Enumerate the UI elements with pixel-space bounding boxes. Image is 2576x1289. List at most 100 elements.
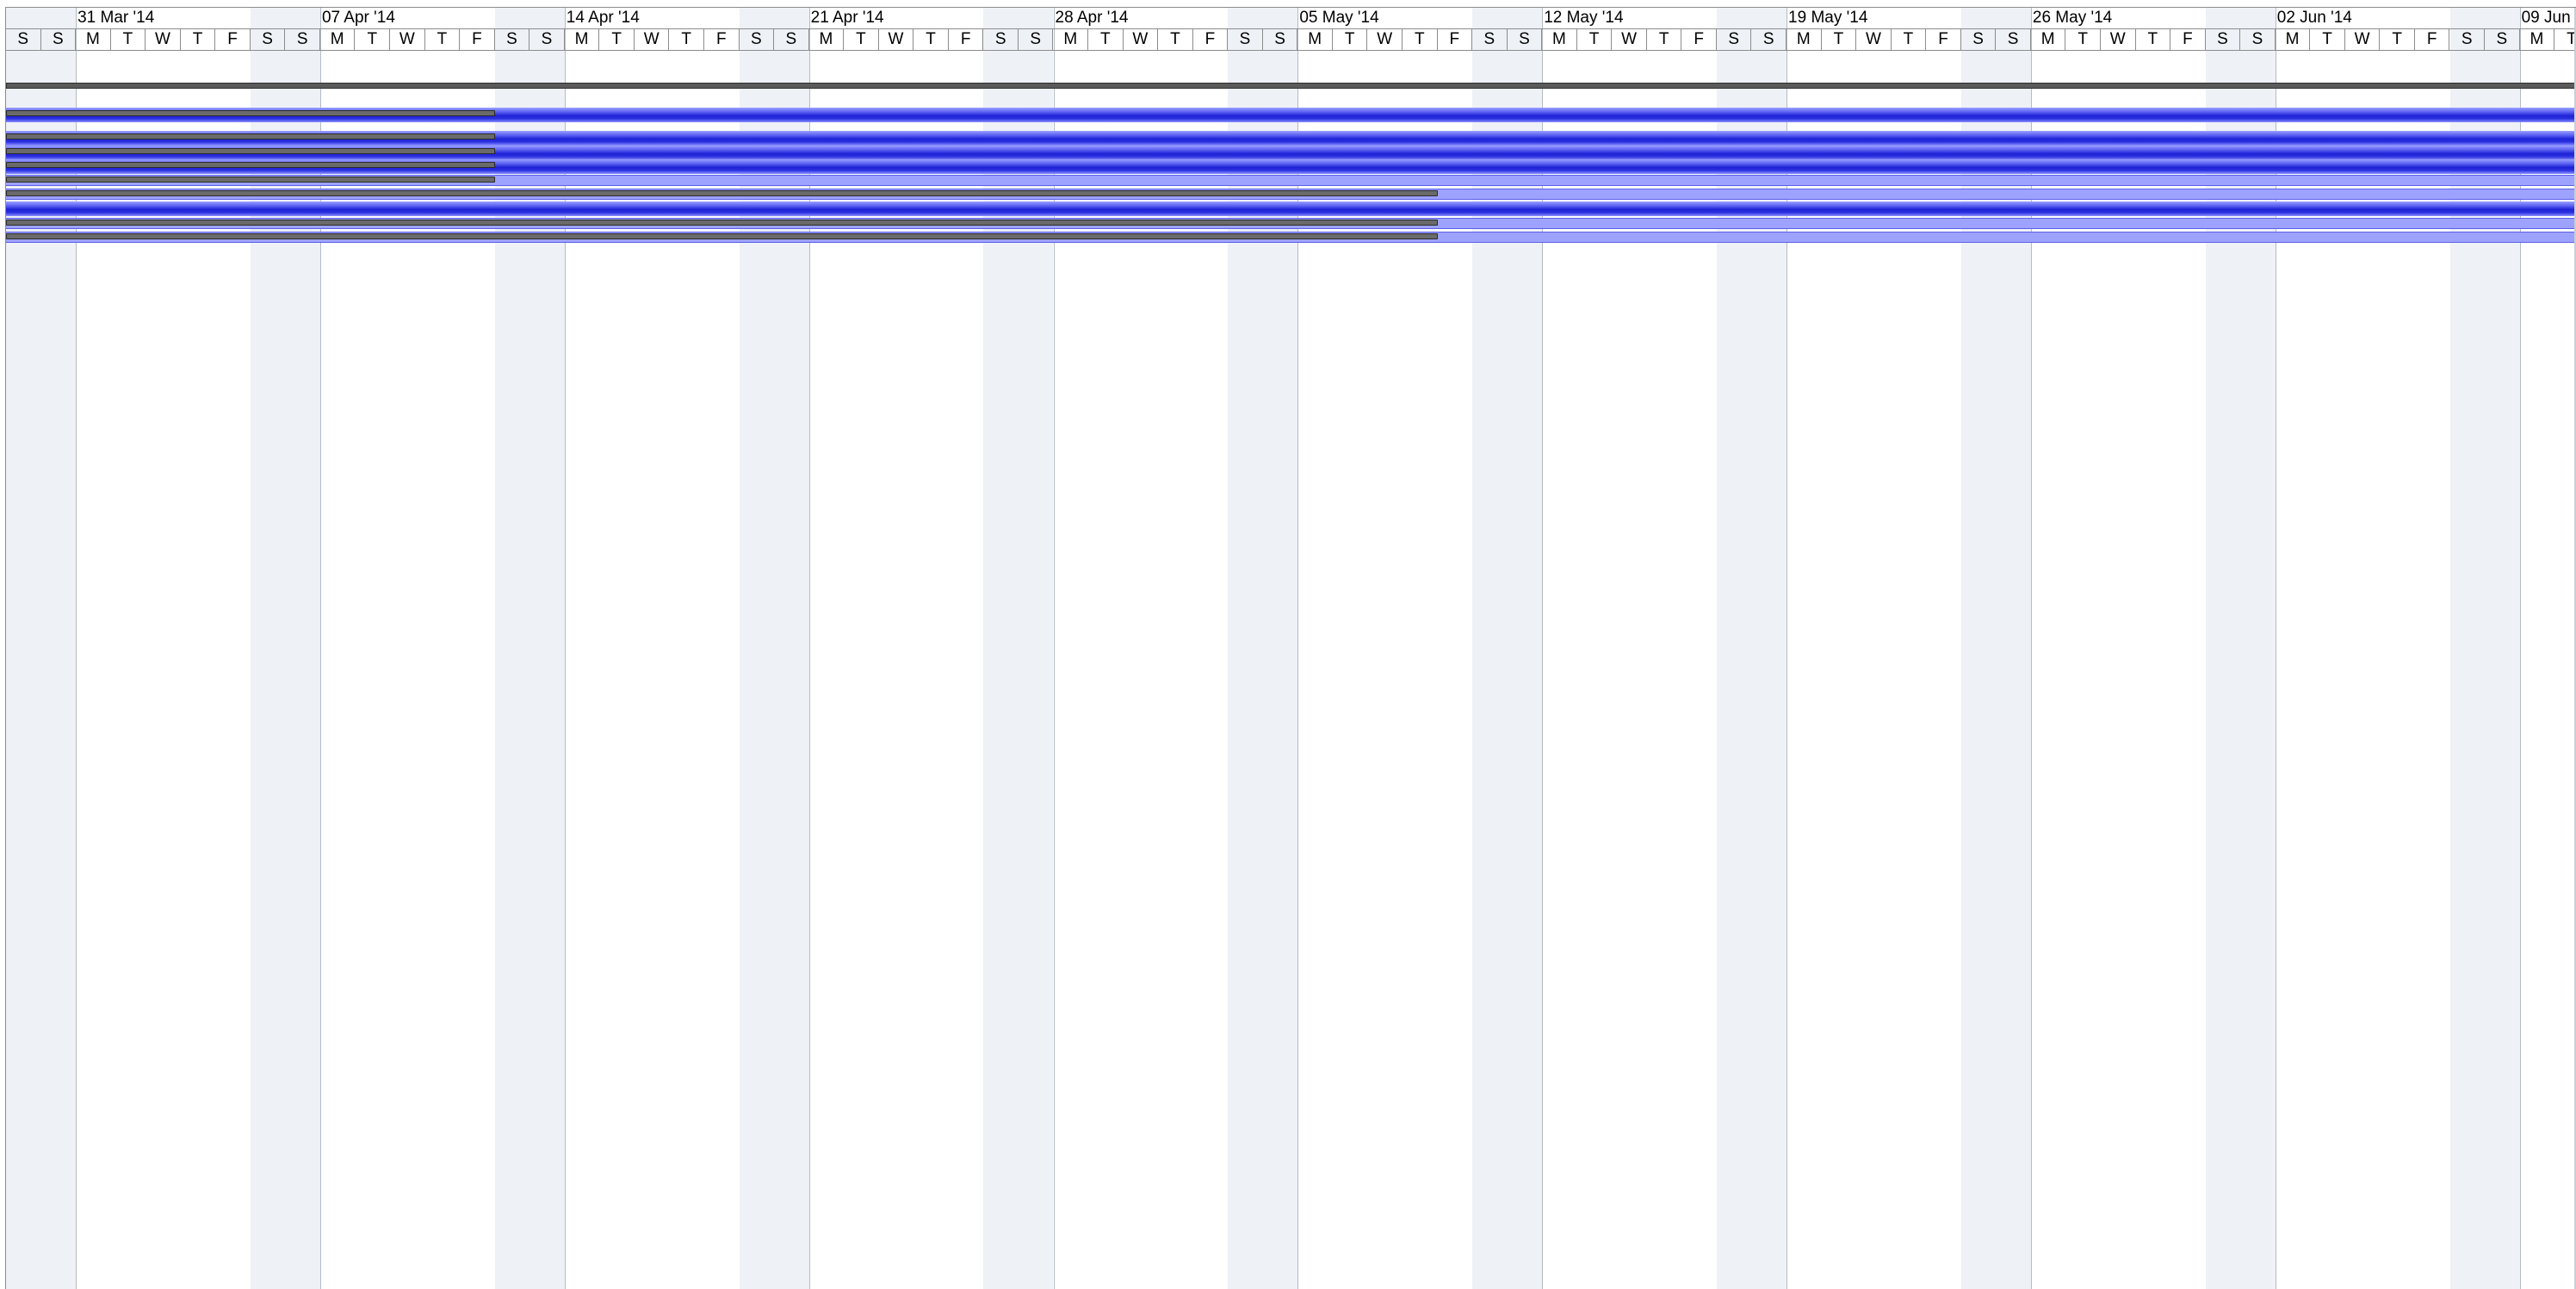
- day-label: W: [1124, 29, 1159, 50]
- day-label: S: [41, 29, 77, 50]
- day-label: F: [2170, 29, 2206, 50]
- day-label: S: [740, 29, 775, 50]
- day-label: T: [2136, 29, 2171, 50]
- header-bottom-border: [6, 50, 2576, 51]
- week-label: 12 May '14: [1544, 9, 1624, 27]
- week-label: 28 Apr '14: [1055, 9, 1129, 27]
- weekend-band: [6, 8, 77, 1289]
- day-label: T: [1647, 29, 1682, 50]
- day-label: S: [2485, 29, 2520, 50]
- day-label: W: [390, 29, 425, 50]
- progress-bar: [6, 233, 1438, 239]
- day-label: S: [1996, 29, 2031, 50]
- day-label: F: [949, 29, 984, 50]
- weekend-band: [983, 8, 1054, 1289]
- week-label: 31 Mar '14: [77, 9, 155, 27]
- week-separator: [1053, 8, 1055, 1289]
- day-label: S: [1961, 29, 1997, 50]
- weekend-band: [1960, 8, 2031, 1289]
- day-label: S: [495, 29, 530, 50]
- gantt-chart-area: 31 Mar '14 07 Apr '14 14 Apr '14 21 Apr '14…: [5, 7, 2576, 1289]
- day-label: W: [1856, 29, 1892, 50]
- day-label: T: [2310, 29, 2345, 50]
- day-label: T: [1822, 29, 1857, 50]
- day-label: M: [1054, 29, 1089, 50]
- week-label: 07 Apr '14: [321, 9, 395, 27]
- day-label: F: [460, 29, 495, 50]
- progress-bar: [6, 133, 495, 139]
- day-label: S: [2206, 29, 2241, 50]
- week-label: 21 Apr '14: [810, 9, 884, 27]
- day-label: F: [1681, 29, 1717, 50]
- day-label: T: [1577, 29, 1613, 50]
- weekend-band: [2205, 8, 2276, 1289]
- day-label: M: [2520, 29, 2555, 50]
- day-label: M: [2031, 29, 2066, 50]
- week-separator: [1786, 8, 1788, 1289]
- day-label: T: [2554, 29, 2576, 50]
- summary-bar[interactable]: [6, 83, 2576, 89]
- day-label: F: [2415, 29, 2450, 50]
- task-bar[interactable]: [6, 131, 2576, 146]
- day-label: S: [1508, 29, 1543, 50]
- day-label: F: [704, 29, 740, 50]
- day-label: S: [1019, 29, 1054, 50]
- progress-bar: [6, 110, 495, 116]
- weekend-band: [250, 8, 320, 1289]
- day-label: M: [1297, 29, 1333, 50]
- day-label: S: [1752, 29, 1787, 50]
- day-label: S: [983, 29, 1019, 50]
- day-label: W: [879, 29, 914, 50]
- task-bar[interactable]: [6, 201, 2576, 216]
- day-label: M: [809, 29, 845, 50]
- day-label: S: [251, 29, 286, 50]
- week-separator: [564, 8, 566, 1289]
- week-separator: [76, 8, 77, 1289]
- week-separator: [1542, 8, 1544, 1289]
- day-label: S: [529, 29, 565, 50]
- week-label: 02 Jun '14: [2276, 9, 2352, 27]
- day-label: T: [2065, 29, 2101, 50]
- day-label: T: [1158, 29, 1193, 50]
- week-label: 09 Jun '14: [2521, 9, 2576, 27]
- week-label: 05 May '14: [1299, 9, 1379, 27]
- day-label: T: [669, 29, 704, 50]
- day-label: S: [774, 29, 809, 50]
- day-label: T: [2380, 29, 2415, 50]
- day-label: T: [1892, 29, 1927, 50]
- day-label: T: [1403, 29, 1438, 50]
- day-label: F: [215, 29, 251, 50]
- progress-bar: [6, 162, 495, 168]
- day-label: W: [2101, 29, 2136, 50]
- day-label: T: [913, 29, 949, 50]
- day-label: W: [146, 29, 181, 50]
- day-label: W: [2345, 29, 2381, 50]
- day-label: M: [1542, 29, 1577, 50]
- day-label: T: [599, 29, 635, 50]
- day-label: T: [844, 29, 879, 50]
- progress-bar: [6, 177, 495, 183]
- day-label: T: [356, 29, 391, 50]
- week-label: 19 May '14: [1788, 9, 1868, 27]
- day-label: T: [111, 29, 146, 50]
- day-label: F: [1438, 29, 1473, 50]
- tier-divider: [6, 28, 2576, 29]
- day-label: T: [181, 29, 216, 50]
- task-bar[interactable]: [6, 175, 2576, 186]
- weekend-band: [739, 8, 809, 1289]
- day-label: M: [76, 29, 111, 50]
- weekend-band: [494, 8, 565, 1289]
- day-label: S: [1717, 29, 1752, 50]
- week-separator: [1297, 8, 1299, 1289]
- progress-bar: [6, 220, 1438, 226]
- task-bar[interactable]: [6, 159, 2576, 174]
- day-label: S: [1228, 29, 1263, 50]
- week-separator: [319, 8, 321, 1289]
- task-bar[interactable]: [6, 146, 2576, 160]
- week-label: 26 May '14: [2032, 9, 2113, 27]
- task-bar[interactable]: [6, 108, 2576, 122]
- day-label: M: [1786, 29, 1822, 50]
- day-label: M: [2276, 29, 2311, 50]
- progress-bar: [6, 148, 495, 154]
